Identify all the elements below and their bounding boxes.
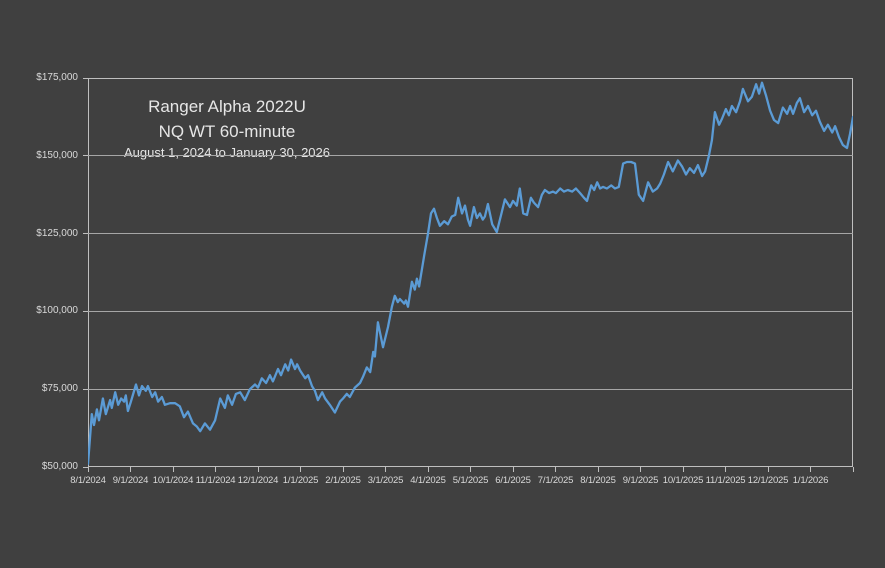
y-tick-mark bbox=[83, 310, 88, 312]
y-tick-mark bbox=[83, 388, 88, 390]
plot-area-border bbox=[88, 78, 853, 467]
gridline-75000 bbox=[88, 388, 853, 390]
x-axis-label: 2/1/2025 bbox=[325, 475, 361, 486]
x-tick-mark bbox=[87, 467, 89, 472]
x-axis-label: 11/1/2024 bbox=[195, 475, 236, 486]
y-axis-label: $125,000 bbox=[36, 227, 78, 239]
x-axis-label: 4/1/2025 bbox=[410, 475, 446, 486]
x-tick-mark bbox=[682, 467, 684, 472]
x-axis-label: 10/1/2024 bbox=[152, 475, 194, 486]
x-tick-mark bbox=[597, 467, 599, 472]
x-tick-mark bbox=[470, 467, 471, 472]
x-tick-mark bbox=[810, 467, 811, 472]
gridline-150000 bbox=[88, 155, 853, 157]
x-axis-label: 9/1/2025 bbox=[622, 475, 659, 486]
x-axis-label: 7/1/2025 bbox=[537, 475, 574, 486]
chart-title-line2: NQ WT 60-minute bbox=[158, 122, 296, 141]
x-tick-mark bbox=[427, 467, 429, 472]
chart-title-line1: Ranger Alpha 2022U bbox=[148, 97, 306, 116]
y-axis-label: $175,000 bbox=[36, 72, 78, 83]
x-tick-mark bbox=[512, 467, 514, 472]
equity-curve-line bbox=[88, 81, 853, 466]
x-axis-label: 12/1/2025 bbox=[747, 475, 789, 486]
x-axis-label: 8/1/2025 bbox=[580, 475, 616, 486]
x-axis-label: 8/1/2024 bbox=[70, 475, 106, 486]
gridline-125000 bbox=[88, 233, 853, 235]
x-tick-mark bbox=[555, 467, 556, 472]
x-tick-mark bbox=[130, 467, 131, 472]
x-tick-mark bbox=[725, 467, 726, 472]
x-tick-mark bbox=[767, 467, 769, 472]
x-tick-mark bbox=[342, 467, 344, 472]
x-tick-mark bbox=[215, 467, 216, 472]
x-axis-label: 12/1/2024 bbox=[237, 475, 279, 486]
x-tick-mark bbox=[300, 467, 301, 472]
x-axis-label: 11/1/2025 bbox=[705, 475, 746, 486]
x-tick-mark bbox=[257, 467, 259, 472]
y-axis-label: $100,000 bbox=[36, 305, 78, 317]
x-tick-mark bbox=[852, 467, 854, 472]
x-tick-mark bbox=[385, 467, 386, 472]
equity-curve-path bbox=[88, 81, 853, 466]
y-axis-label: $50,000 bbox=[41, 461, 78, 472]
y-tick-mark bbox=[83, 233, 88, 235]
gridline-100000 bbox=[88, 310, 853, 312]
y-tick-mark bbox=[83, 77, 88, 79]
x-tick-mark bbox=[640, 467, 641, 472]
x-axis-label: 1/1/2025 bbox=[282, 475, 319, 486]
y-axis-label: $75,000 bbox=[41, 383, 78, 395]
y-tick-mark bbox=[83, 466, 88, 468]
x-axis-label: 10/1/2025 bbox=[662, 475, 704, 486]
y-axis-label: $150,000 bbox=[36, 149, 78, 161]
x-tick-mark bbox=[172, 467, 174, 472]
x-axis-label: 5/1/2025 bbox=[452, 475, 489, 486]
x-axis-label: 6/1/2025 bbox=[495, 475, 531, 486]
x-axis-label: 1/1/2026 bbox=[792, 475, 829, 486]
x-axis-label: 3/1/2025 bbox=[367, 475, 404, 486]
y-tick-mark bbox=[83, 155, 88, 157]
x-axis-label: 9/1/2024 bbox=[112, 475, 149, 486]
